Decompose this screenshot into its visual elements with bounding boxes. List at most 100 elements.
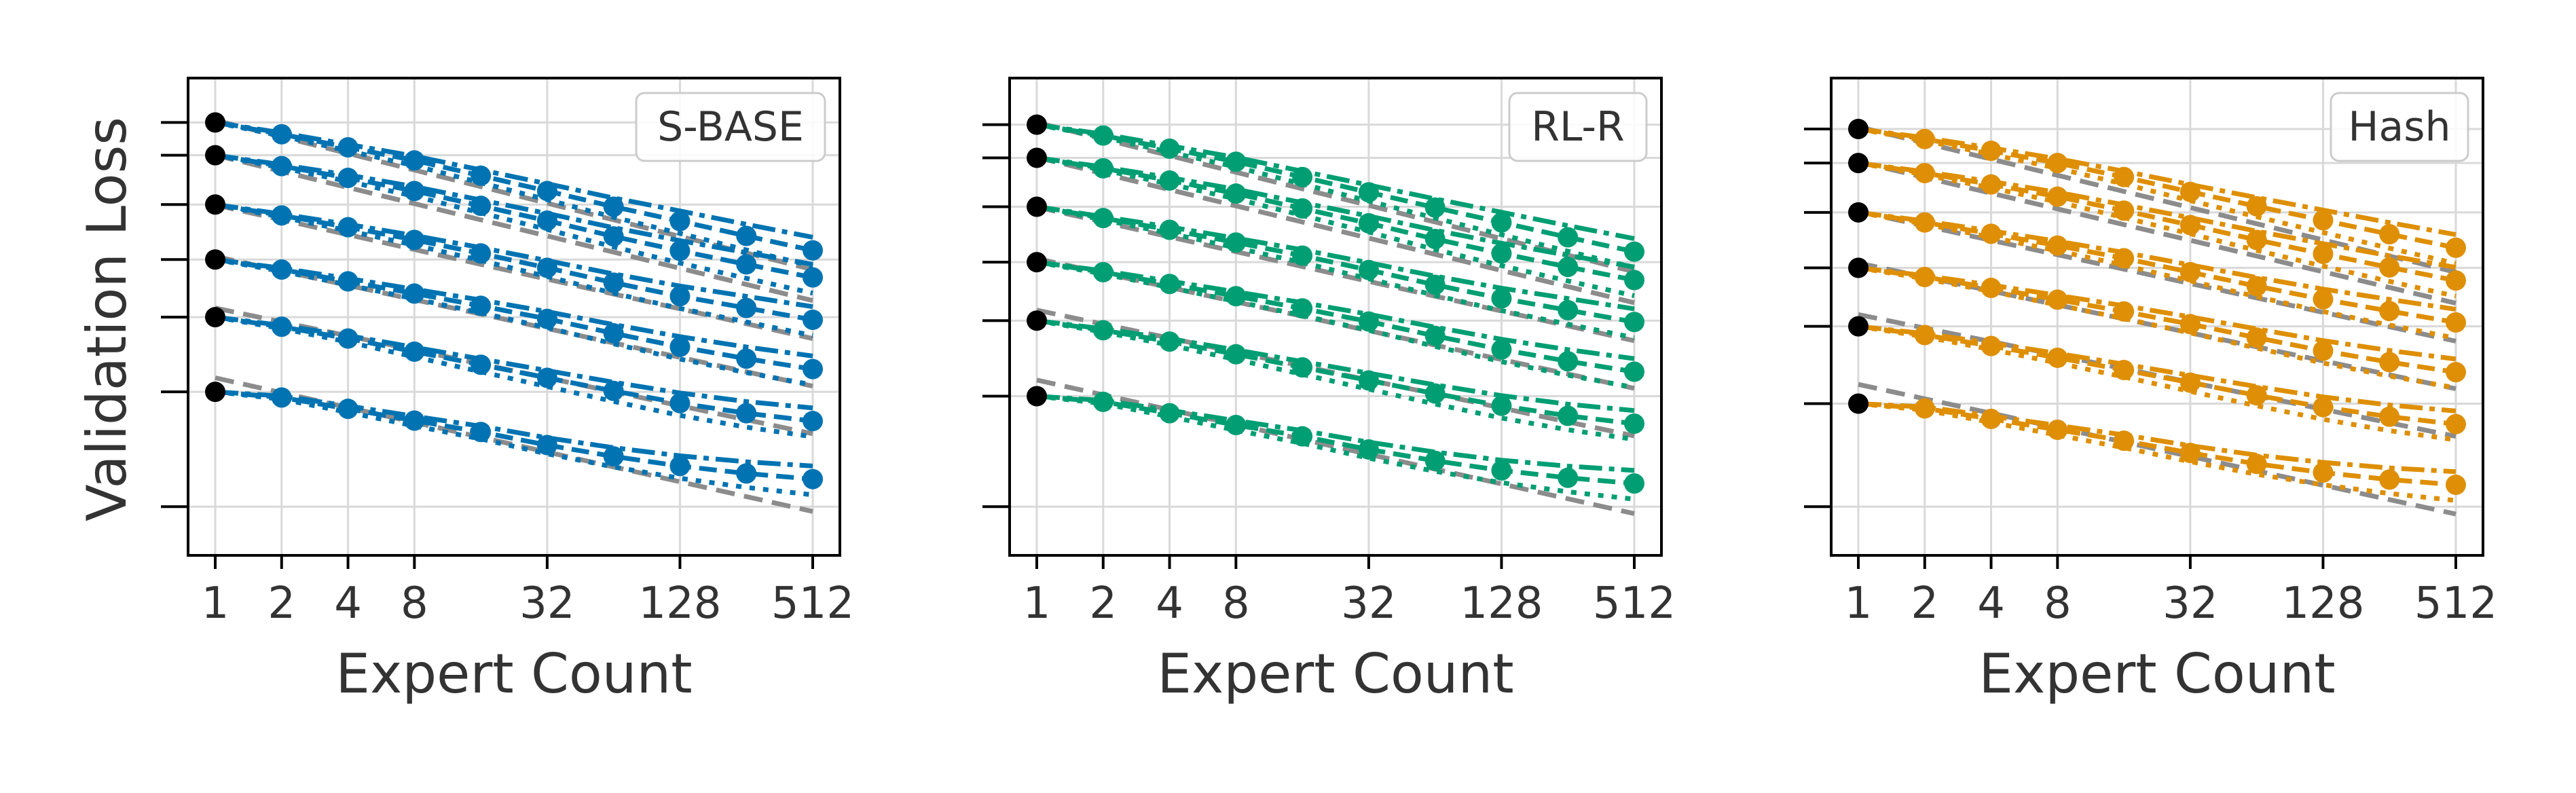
- baseline-point: [1848, 316, 1869, 337]
- baseline-point: [1027, 252, 1047, 273]
- data-point: [1424, 325, 1446, 346]
- data-point: [271, 387, 292, 408]
- data-point: [2313, 396, 2334, 418]
- data-point: [271, 259, 292, 280]
- data-point: [337, 217, 358, 238]
- data-point: [1624, 361, 1644, 382]
- legend-box: [1508, 92, 1648, 162]
- data-point: [2246, 327, 2267, 348]
- baseline-point: [205, 194, 225, 215]
- series-4: [1027, 252, 1644, 391]
- data-point: [2047, 289, 2068, 310]
- data-point: [2379, 257, 2400, 278]
- data-point: [2446, 413, 2466, 435]
- series-line-variant-1: [1858, 210, 2457, 325]
- data-point: [1226, 151, 1247, 172]
- data-point: [536, 181, 557, 202]
- data-point: [1292, 426, 1313, 447]
- fit-line: [1036, 308, 1635, 439]
- data-point: [2047, 420, 2068, 441]
- data-point: [669, 392, 691, 413]
- data-point: [736, 225, 757, 246]
- data-point: [1558, 405, 1579, 426]
- baseline-point: [1848, 257, 1869, 278]
- data-point: [1491, 212, 1512, 233]
- data-point: [603, 322, 624, 344]
- data-point: [803, 240, 823, 261]
- fit-line: [1036, 119, 1635, 274]
- x-tick-label: 2: [268, 578, 295, 629]
- legend-box: [635, 92, 826, 162]
- baseline-point: [1027, 310, 1047, 331]
- x-tick-label: 4: [1977, 578, 2005, 629]
- data-point: [1491, 243, 1512, 264]
- baseline-point: [1848, 202, 1869, 223]
- data-point: [1624, 413, 1644, 435]
- data-point: [603, 380, 624, 401]
- data-point: [404, 150, 425, 171]
- baseline-point: [1848, 153, 1869, 174]
- x-tick-label: 32: [1341, 578, 1396, 629]
- data-point: [1424, 450, 1446, 471]
- data-point: [1226, 414, 1247, 435]
- data-point: [603, 272, 624, 293]
- x-tick-label: 1: [202, 578, 229, 629]
- series-line-variant-2: [215, 314, 813, 439]
- data-point: [404, 410, 425, 431]
- data-point: [471, 422, 492, 443]
- data-point: [2446, 270, 2466, 291]
- data-point: [2313, 210, 2334, 231]
- data-point: [2379, 352, 2400, 373]
- series-line-variant-2: [1036, 318, 1635, 442]
- x-tick-label: 1: [1023, 578, 1051, 629]
- series-line-variant-1: [215, 314, 813, 424]
- series-6: [1848, 382, 2466, 517]
- data-point: [337, 399, 358, 420]
- series-line-variant-3: [1036, 394, 1635, 473]
- fit-line: [1858, 159, 2457, 306]
- series-line-variant-3: [1858, 401, 2457, 475]
- data-point: [2446, 475, 2466, 496]
- series-line-variant-3: [215, 202, 813, 310]
- data-point: [1292, 198, 1313, 219]
- series-1: [205, 112, 823, 272]
- x-tick-label: 128: [638, 578, 721, 629]
- data-point: [1226, 286, 1247, 307]
- fit-line: [215, 254, 813, 389]
- data-point: [1092, 208, 1114, 229]
- series-line-variant-3: [1858, 126, 2457, 238]
- series-4: [1848, 257, 2466, 392]
- series-1: [1027, 114, 1644, 274]
- data-point: [2179, 443, 2201, 464]
- series-line-variant-3: [1858, 324, 2457, 413]
- x-tick-label: 512: [1593, 578, 1676, 629]
- x-tick-label: 2: [1911, 578, 1938, 629]
- data-point: [736, 348, 757, 369]
- data-point: [2179, 372, 2201, 393]
- data-point: [669, 240, 691, 261]
- data-point: [1358, 259, 1379, 280]
- series-line-variant-3: [1858, 265, 2457, 362]
- data-point: [1981, 278, 2002, 299]
- data-point: [536, 308, 557, 329]
- data-point: [2446, 362, 2466, 383]
- fit-line: [1036, 377, 1635, 516]
- data-point: [1358, 439, 1379, 460]
- fit-line: [1036, 204, 1635, 344]
- baseline-point: [1027, 114, 1047, 135]
- series-2: [205, 145, 823, 303]
- data-point: [404, 181, 425, 202]
- x-tick-label: 8: [401, 578, 428, 629]
- baseline-point: [1027, 147, 1047, 168]
- data-point: [1491, 288, 1512, 309]
- x-axis-label: Expert Count: [335, 642, 692, 705]
- data-point: [1159, 403, 1180, 424]
- fit-line: [1858, 209, 2457, 344]
- data-point: [1358, 213, 1379, 234]
- series-line-variant-1: [1036, 318, 1635, 426]
- series-line-variant-1: [1858, 401, 2457, 487]
- fit-line: [1858, 312, 2457, 439]
- fit-line: [215, 153, 813, 303]
